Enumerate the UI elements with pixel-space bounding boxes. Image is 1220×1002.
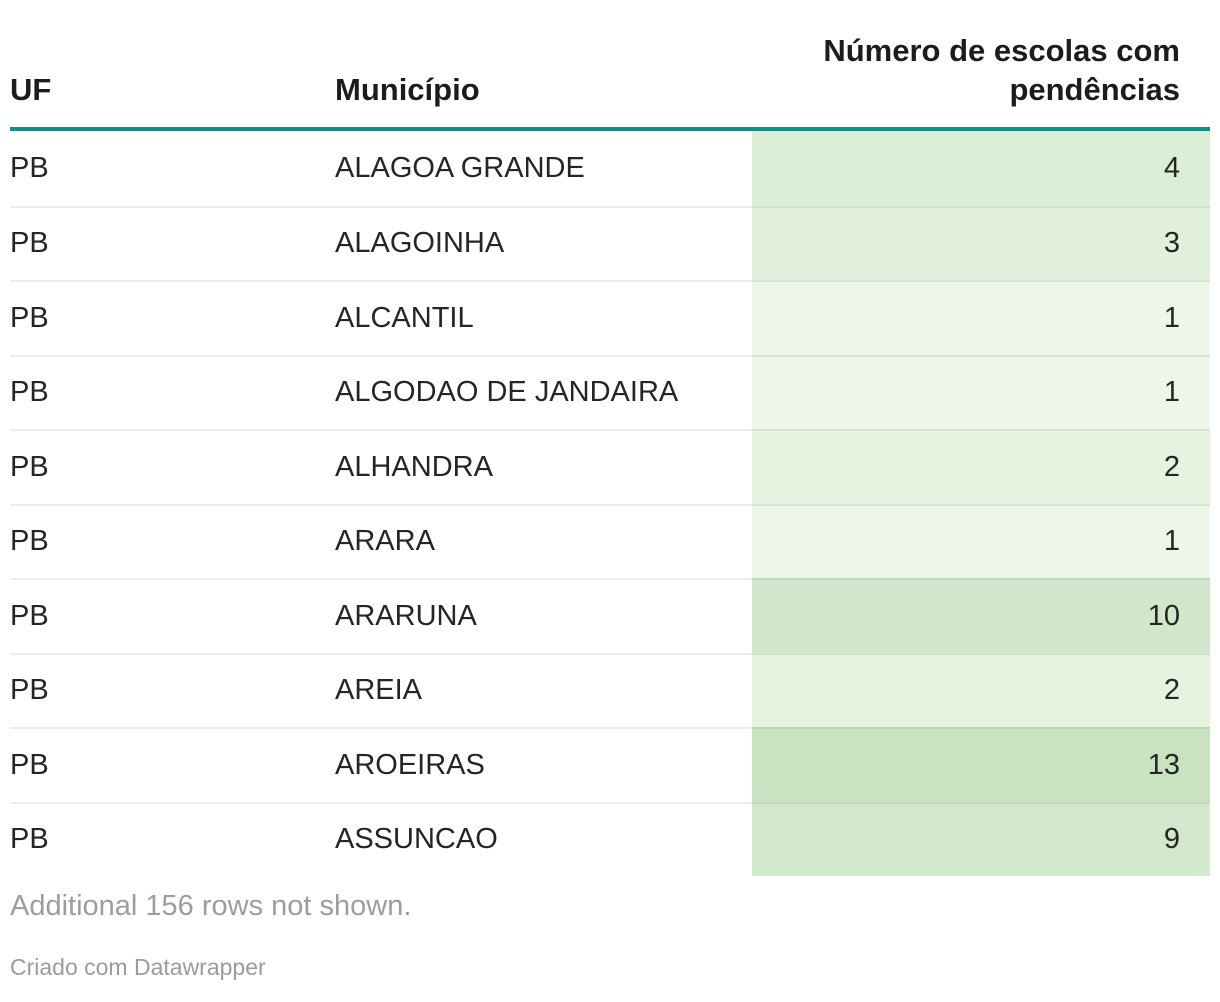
cell-value: 4 [752,131,1210,206]
cell-municipio: ALAGOA GRANDE [335,151,585,184]
cell-value: 9 [752,801,1210,876]
cell-municipio: ARARUNA [335,578,752,653]
cell-uf: PB [10,727,335,802]
table-row: PB ALAGOA GRANDE 4 [10,131,1210,206]
cell-uf: PB [10,503,335,579]
cell-municipio: ALAGOINHA [335,205,752,281]
table-row: PB ALGODAO DE JANDAIRA 1 [10,354,1210,430]
column-header-municipio: Município [335,72,480,108]
rows-not-shown-note: Additional 156 rows not shown. [10,890,412,922]
table-row: PB ALHANDRA 2 [10,429,1210,504]
cell-value: 13 [752,727,1210,802]
table-body: PB ALAGOA GRANDE 4 PB ALAGOINHA 3 PB ALC… [10,131,1210,876]
cell-municipio: AROEIRAS [335,727,752,802]
table-row: PB AREIA 2 [10,652,1210,728]
cell-value: 1 [752,354,1210,429]
table-row: PB ALAGOINHA 3 [10,205,1210,281]
cell-municipio: ARARA [335,503,752,579]
column-header-uf: UF [10,72,52,108]
datawrapper-attribution-link[interactable]: Criado com Datawrapper [10,954,266,980]
cell-value: 10 [752,578,1210,653]
column-header-value: Número de escolas com pendências [823,32,1180,108]
cell-uf: PB [10,429,335,504]
table-row: PB ARARUNA 10 [10,578,1210,653]
cell-uf: PB [10,801,335,877]
cell-municipio: ALGODAO DE JANDAIRA [335,354,752,430]
table-row: PB ALCANTIL 1 [10,280,1210,355]
cell-municipio: AREIA [335,652,752,728]
cell-value: 1 [752,503,1210,578]
cell-municipio: ALCANTIL [335,280,752,355]
table-row: PB AROEIRAS 13 [10,727,1210,802]
cell-value: 1 [752,280,1210,355]
table-row: PB ASSUNCAO 9 [10,801,1210,877]
cell-value: 2 [752,429,1210,504]
cell-uf: PB [10,354,335,430]
cell-uf: PB [10,205,335,281]
table-header-row: UF Município Número de escolas com pendê… [10,0,1210,131]
cell-uf: PB [10,151,49,184]
cell-municipio: ASSUNCAO [335,801,752,877]
cell-value: 2 [752,652,1210,727]
cell-uf: PB [10,652,335,728]
table-row: PB ARARA 1 [10,503,1210,579]
cell-municipio: ALHANDRA [335,429,752,504]
cell-uf: PB [10,280,335,355]
cell-uf: PB [10,578,335,653]
datawrapper-table: UF Município Número de escolas com pendê… [10,0,1210,980]
cell-value: 3 [752,205,1210,280]
